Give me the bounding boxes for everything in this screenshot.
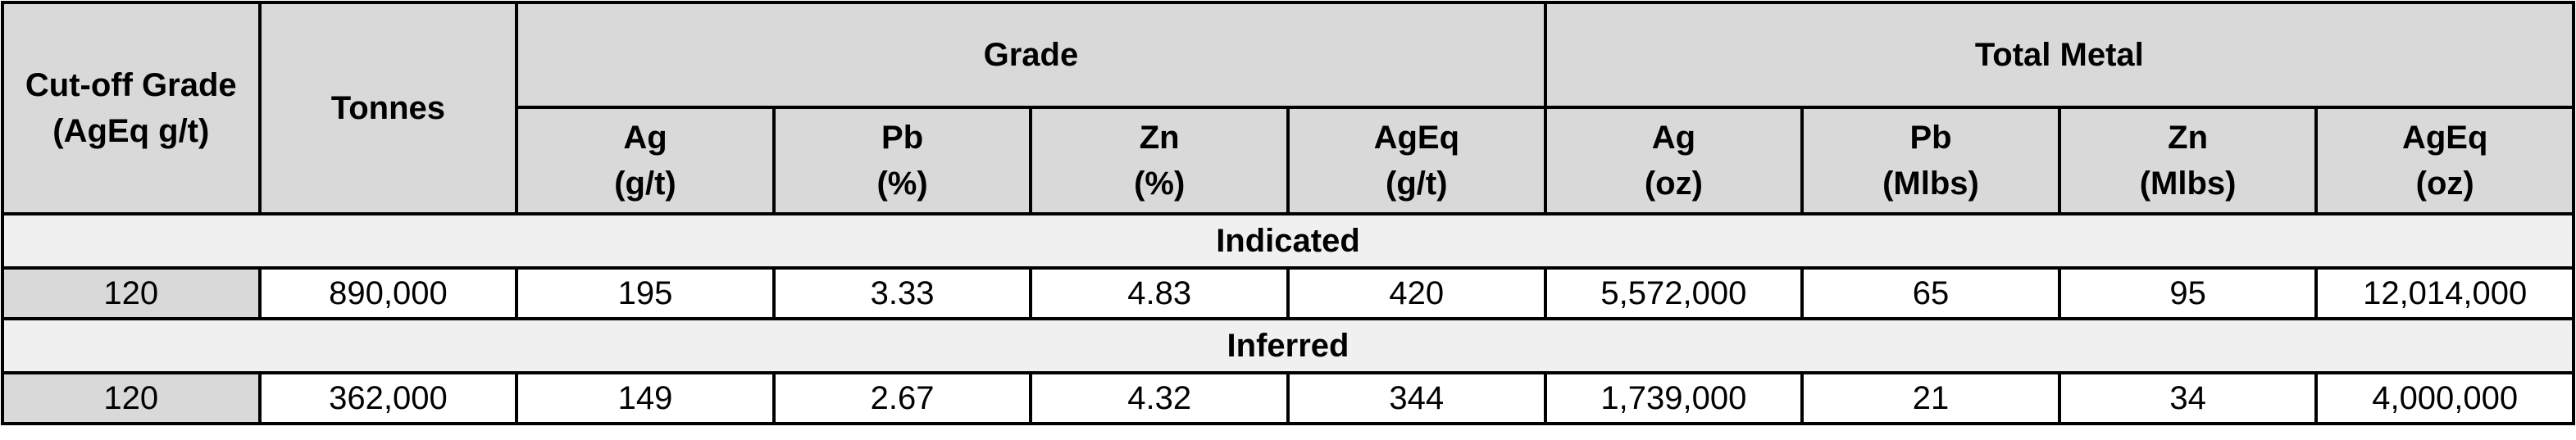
header-line: (Mlbs) (2139, 166, 2237, 202)
cutoff-header: Cut-off Grade (AgEq g/t) (1, 1, 262, 215)
header-line: (%) (876, 166, 928, 202)
data-cell: 3.33 (771, 266, 1033, 320)
column-header: Ag (oz) (1543, 106, 1805, 215)
data-row: 120 890,000 195 3.33 4.83 420 5,572,000 65 95 12,… (1, 266, 2575, 320)
column-header: AgEq (g/t) (1286, 106, 1547, 215)
data-cell: 4.32 (1029, 371, 1290, 425)
header-line: AgEq (2401, 120, 2488, 156)
column-header: Pb (Mlbs) (1800, 106, 2061, 215)
table-body: Cut-off Grade (AgEq g/t) Tonnes Grade To… (1, 1, 2575, 425)
header-line: Pb (881, 120, 924, 156)
header-line: Zn (2168, 120, 2209, 156)
section-row: Inferred (1, 317, 2575, 374)
header-line: (oz) (1644, 166, 1703, 202)
data-cell: 65 (1800, 266, 2061, 320)
column-header: Ag (g/t) (515, 106, 776, 215)
subheader-row: Ag (g/t) Pb (%) Zn (%) AgEq (g/t) Ag (oz) Pb (Mlbs)… (2, 106, 2575, 215)
data-cell: 5,572,000 (1543, 266, 1805, 320)
data-cell: 4.83 (1029, 266, 1290, 320)
data-cell: 149 (515, 371, 776, 425)
column-header: Zn (%) (1029, 106, 1290, 215)
data-cell: 21 (1800, 371, 2061, 425)
data-cell: 4,000,000 (2314, 371, 2575, 425)
data-cell: 120 (1, 371, 262, 425)
column-header: AgEq (oz) (2314, 106, 2575, 215)
header-line: (Mlbs) (1882, 166, 1979, 202)
header-line: Pb (1909, 120, 1952, 156)
header-line: (AgEq g/t) (52, 113, 210, 149)
data-cell: 195 (515, 266, 776, 320)
header-line: Cut-off Grade (25, 67, 237, 103)
header-line: (%) (1134, 166, 1186, 202)
data-cell: 12,014,000 (2314, 266, 2575, 320)
data-cell: 2.67 (771, 371, 1033, 425)
column-header: Zn (Mlbs) (2057, 106, 2319, 215)
data-cell: 34 (2057, 371, 2319, 425)
data-cell: 420 (1286, 266, 1547, 320)
data-cell: 344 (1286, 371, 1547, 425)
header-line: Zn (1139, 120, 1180, 156)
header-line: AgEq (1373, 120, 1459, 156)
grade-header: Grade (515, 1, 1547, 109)
total-metal-header: Total Metal (1543, 1, 2575, 109)
data-cell: 95 (2057, 266, 2319, 320)
data-cell: 890,000 (257, 266, 519, 320)
column-header: Pb (%) (771, 106, 1033, 215)
data-cell: 120 (1, 266, 262, 320)
data-cell: 362,000 (257, 371, 519, 425)
header-row: Cut-off Grade (AgEq g/t) Tonnes Grade To… (1, 1, 2575, 215)
tonnes-header: Tonnes (257, 1, 519, 215)
section-row: Indicated (1, 212, 2575, 270)
header-line: Ag (1651, 120, 1696, 156)
data-cell: 1,739,000 (1543, 371, 1805, 425)
section-label: Indicated (1, 212, 2575, 270)
header-line: (g/t) (1386, 166, 1448, 202)
resource-table: Cut-off Grade (AgEq g/t) Tonnes Grade To… (1, 1, 2575, 425)
header-line: (g/t) (614, 166, 676, 202)
header-line: (oz) (2415, 166, 2474, 202)
data-row: 120 362,000 149 2.67 4.32 344 1,739,000 21 34 4,0… (1, 371, 2575, 425)
header-line: Ag (623, 120, 667, 156)
section-label: Inferred (1, 317, 2575, 374)
